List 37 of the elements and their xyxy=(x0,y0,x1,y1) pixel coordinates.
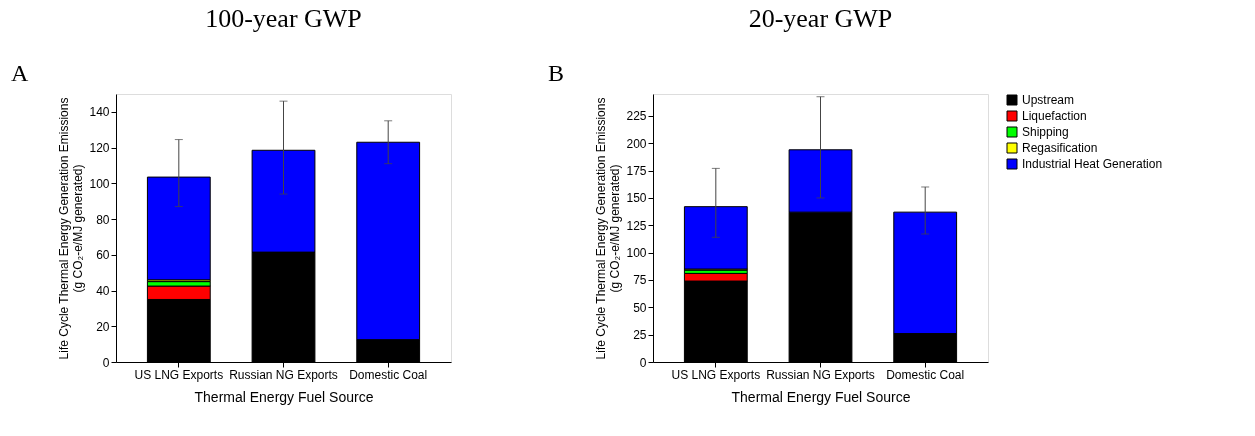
x-axis-title: Thermal Energy Fuel Source xyxy=(194,388,374,405)
x-tick-label: Russian NG Exports xyxy=(229,367,338,382)
legend-label: Upstream xyxy=(1022,93,1075,107)
y-axis-title: Life Cycle Thermal Energy Generation Emissions (g CO₂-e/MJ generated) xyxy=(594,97,623,360)
y-tick-label: 225 xyxy=(626,109,647,124)
legend-label: Industrial Heat Generation xyxy=(1022,157,1163,171)
x-tick-label: Russian NG Exports xyxy=(766,367,875,382)
legend-label: Shipping xyxy=(1022,125,1069,139)
y-tick-label: 25 xyxy=(633,328,647,343)
x-tick-label: Domestic Coal xyxy=(349,367,428,382)
y-tick-label: 60 xyxy=(96,248,110,263)
x-tick-label: US LNG Exports xyxy=(671,367,761,382)
legend-label: Liquefaction xyxy=(1022,109,1087,123)
y-tick-label: 120 xyxy=(89,141,110,156)
y-tick-label: 125 xyxy=(626,218,647,233)
chart-title: 100-year GWP xyxy=(205,4,362,33)
text: A xyxy=(11,60,29,86)
y-tick-label: 0 xyxy=(102,355,110,370)
y-tick-label: 175 xyxy=(626,164,647,179)
chart-title: 20-year GWP xyxy=(748,4,893,33)
y-tick-label: 150 xyxy=(626,191,647,206)
y-tick-label: 20 xyxy=(96,319,110,334)
y-tick-label: 50 xyxy=(633,300,647,315)
text: B xyxy=(548,60,565,86)
y-tick-label: 140 xyxy=(89,105,110,120)
legend-label: Regasification xyxy=(1022,141,1098,155)
x-axis-title: Thermal Energy Fuel Source xyxy=(731,388,911,405)
y-tick-label: 100 xyxy=(626,246,647,261)
y-tick-label: 75 xyxy=(633,273,647,288)
y-tick-label: 80 xyxy=(96,212,110,227)
y-tick-label: 100 xyxy=(89,176,110,191)
x-tick-label: US LNG Exports xyxy=(134,367,224,382)
x-tick-label: Domestic Coal xyxy=(886,367,965,382)
y-tick-label: 40 xyxy=(96,284,110,299)
y-tick-label: 0 xyxy=(639,355,647,370)
y-tick-label: 200 xyxy=(626,136,647,151)
y-axis-title: Life Cycle Thermal Energy Generation Emissions (g CO₂-e/MJ generated) xyxy=(57,97,86,360)
